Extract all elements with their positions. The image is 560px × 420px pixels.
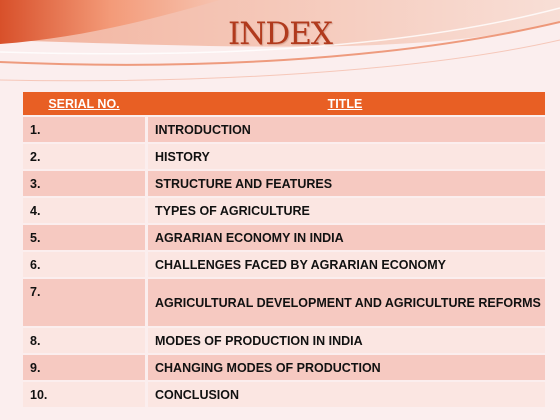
table-row: 3. STRUCTURE AND FEATURES (23, 171, 545, 196)
row-title: AGRARIAN ECONOMY IN INDIA (145, 225, 545, 250)
row-number: 5. (23, 225, 145, 250)
index-table: SERIAL NO. TITLE 1. INTRODUCTION 2. HIST… (23, 90, 545, 409)
table-row: 9. CHANGING MODES OF PRODUCTION (23, 355, 545, 380)
table-row: 1. INTRODUCTION (23, 117, 545, 142)
row-number: 10. (23, 382, 145, 407)
row-title: HISTORY (145, 144, 545, 169)
row-title: CONCLUSION (145, 382, 545, 407)
table-row: 6. CHALLENGES FACED BY AGRARIAN ECONOMY (23, 252, 545, 277)
row-title: AGRICULTURAL DEVELOPMENT AND AGRICULTURE… (145, 279, 545, 326)
table-row: 5. AGRARIAN ECONOMY IN INDIA (23, 225, 545, 250)
table-row: 4. TYPES OF AGRICULTURE (23, 198, 545, 223)
table-header-row: SERIAL NO. TITLE (23, 92, 545, 115)
row-title: STRUCTURE AND FEATURES (145, 171, 545, 196)
row-title: CHALLENGES FACED BY AGRARIAN ECONOMY (145, 252, 545, 277)
row-number: 2. (23, 144, 145, 169)
row-number: 7. (23, 279, 145, 326)
row-title: CHANGING MODES OF PRODUCTION (145, 355, 545, 380)
slide-title: INDEX (228, 16, 333, 52)
header-title: TITLE (145, 92, 545, 115)
table-row: 7. AGRICULTURAL DEVELOPMENT AND AGRICULT… (23, 279, 545, 326)
table-row: 8. MODES OF PRODUCTION IN INDIA (23, 328, 545, 353)
row-number: 4. (23, 198, 145, 223)
row-title: TYPES OF AGRICULTURE (145, 198, 545, 223)
table-row: 10. CONCLUSION (23, 382, 545, 407)
row-number: 8. (23, 328, 145, 353)
row-number: 1. (23, 117, 145, 142)
table-row: 2. HISTORY (23, 144, 545, 169)
row-number: 6. (23, 252, 145, 277)
row-title: INTRODUCTION (145, 117, 545, 142)
row-title: MODES OF PRODUCTION IN INDIA (145, 328, 545, 353)
header-serial-no: SERIAL NO. (23, 92, 145, 115)
row-number: 3. (23, 171, 145, 196)
row-number: 9. (23, 355, 145, 380)
